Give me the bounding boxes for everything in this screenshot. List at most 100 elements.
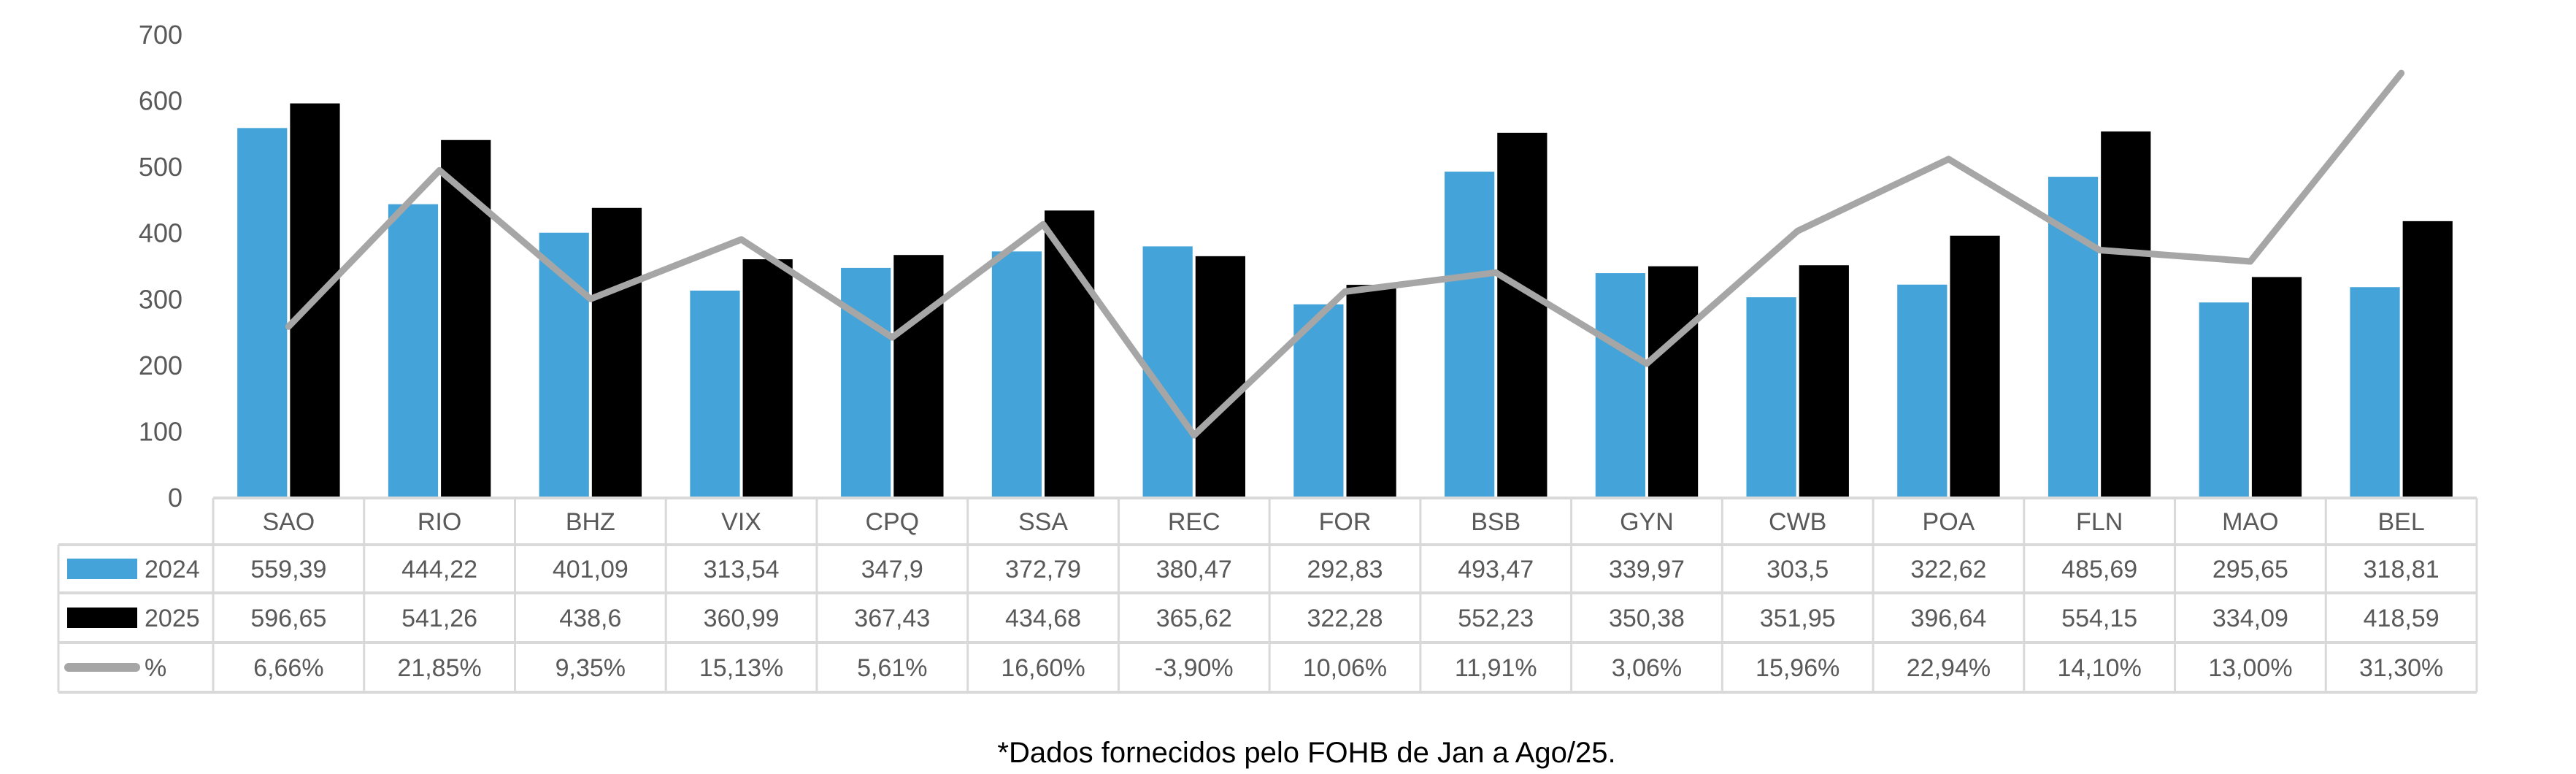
bar-2025-BHZ xyxy=(591,207,642,498)
y-tick-label: 500 xyxy=(139,152,182,182)
point-percent-BEL xyxy=(2400,72,2402,74)
table-cell: 318,81 xyxy=(2364,556,2439,583)
table-cell: 334,09 xyxy=(2212,605,2288,632)
y-tick-label: 0 xyxy=(168,483,182,513)
y-tick-label: 600 xyxy=(139,86,182,116)
table-cell: 559,39 xyxy=(250,556,326,583)
category-label: RIO xyxy=(418,508,461,536)
table-cell: 401,09 xyxy=(553,556,628,583)
legend-label: 2024 xyxy=(145,556,200,583)
bar-2025-MAO xyxy=(2251,277,2302,498)
point-percent-POA xyxy=(1948,158,1950,160)
bar-2025-SSA xyxy=(1045,210,1095,498)
category-label: MAO xyxy=(2222,508,2278,536)
bar-2024-BEL xyxy=(2350,287,2400,498)
bar-2024-SAO xyxy=(237,128,288,499)
table-cell: 438,6 xyxy=(559,605,621,632)
y-tick-label: 300 xyxy=(139,284,182,314)
bar-2025-BSB xyxy=(1497,132,1547,498)
bar-2025-FOR xyxy=(1346,285,1396,498)
table-cell: 347,9 xyxy=(861,556,923,583)
table-cell: 3,06% xyxy=(1612,654,1682,682)
table-cell: 554,15 xyxy=(2061,605,2137,632)
table-cell: 396,64 xyxy=(1910,605,1986,632)
table-cell: 21,85% xyxy=(397,654,481,682)
table-cell: 303,5 xyxy=(1766,556,1829,583)
table-cell: 10,06% xyxy=(1303,654,1387,682)
point-percent-FLN xyxy=(2099,249,2101,251)
bar-2025-VIX xyxy=(742,259,793,498)
table-cell: -3,90% xyxy=(1155,654,1234,682)
table-cell: 360,99 xyxy=(704,605,780,632)
point-percent-FOR xyxy=(1344,291,1346,293)
y-tick-label: 700 xyxy=(139,20,182,50)
legend-swatch-2025 xyxy=(67,608,137,628)
table-cell: 5,61% xyxy=(857,654,927,682)
table-cell: 31,30% xyxy=(2359,654,2443,682)
bar-2024-RIO xyxy=(388,204,439,498)
category-label: BHZ xyxy=(566,508,615,536)
category-label: BEL xyxy=(2378,508,2425,536)
table-cell: 15,13% xyxy=(699,654,783,682)
category-label: SSA xyxy=(1018,508,1068,536)
footnote: *Dados fornecidos pelo FOHB de Jan a Ago… xyxy=(997,737,1615,769)
point-percent-RIO xyxy=(439,169,441,172)
legend-label: 2025 xyxy=(145,605,200,632)
table-cell: 322,62 xyxy=(1910,556,1986,583)
category-label: SAO xyxy=(262,508,315,536)
category-label: VIX xyxy=(721,508,761,536)
bar-2024-BSB xyxy=(1445,172,1495,498)
y-tick-label: 200 xyxy=(139,350,182,380)
point-percent-GYN xyxy=(1645,362,1648,364)
point-percent-SSA xyxy=(1042,223,1045,226)
bar-2025-POA xyxy=(1950,235,2000,498)
point-percent-REC xyxy=(1193,434,1195,437)
table-cell: 493,47 xyxy=(1458,556,1534,583)
point-percent-CPQ xyxy=(891,337,893,339)
table-cell: 485,69 xyxy=(2061,556,2137,583)
category-label: GYN xyxy=(1620,508,1674,536)
table-cell: 9,35% xyxy=(555,654,626,682)
point-percent-CWB xyxy=(1796,230,1799,232)
y-tick-label: 400 xyxy=(139,218,182,248)
bar-2024-VIX xyxy=(690,291,740,498)
table-cell: 444,22 xyxy=(401,556,477,583)
point-percent-BHZ xyxy=(589,298,591,300)
table-cell: 596,65 xyxy=(250,605,326,632)
table-cell: 292,83 xyxy=(1307,556,1383,583)
table-cell: 365,62 xyxy=(1156,605,1232,632)
category-label: BSB xyxy=(1471,508,1520,536)
table-cell: 22,94% xyxy=(1907,654,1991,682)
bar-2024-CPQ xyxy=(841,267,891,498)
table-cell: 6,66% xyxy=(253,654,323,682)
bar-2025-FLN xyxy=(2101,131,2151,498)
table-cell: 16,60% xyxy=(1001,654,1085,682)
category-label: CWB xyxy=(1769,508,1826,536)
table-cell: 322,28 xyxy=(1307,605,1383,632)
table-cell: 14,10% xyxy=(2058,654,2142,682)
table-cell: 350,38 xyxy=(1609,605,1685,632)
table-cell: 380,47 xyxy=(1156,556,1232,583)
bar-2024-GYN xyxy=(1595,273,1645,498)
category-label: CPQ xyxy=(865,508,919,536)
bar-2025-GYN xyxy=(1648,266,1699,498)
category-label: REC xyxy=(1168,508,1220,536)
bar-2025-BEL xyxy=(2402,221,2453,498)
table-cell: 552,23 xyxy=(1458,605,1534,632)
table-cell: 434,68 xyxy=(1005,605,1081,632)
table-cell: 367,43 xyxy=(854,605,930,632)
table-cell: 15,96% xyxy=(1756,654,1839,682)
legend-swatch-2024 xyxy=(67,559,137,579)
bar-2025-RIO xyxy=(441,139,491,499)
table-cell: 351,95 xyxy=(1760,605,1836,632)
table-cell: 418,59 xyxy=(2364,605,2439,632)
category-label: POA xyxy=(1923,508,1975,536)
point-percent-BSB xyxy=(1495,272,1497,274)
y-tick-label: 100 xyxy=(139,416,182,446)
point-percent-SAO xyxy=(288,326,290,328)
bar-2024-MAO xyxy=(2199,302,2249,498)
table-cell: 339,97 xyxy=(1609,556,1685,583)
bar-2025-CWB xyxy=(1799,265,1849,498)
table-cell: 313,54 xyxy=(704,556,780,583)
